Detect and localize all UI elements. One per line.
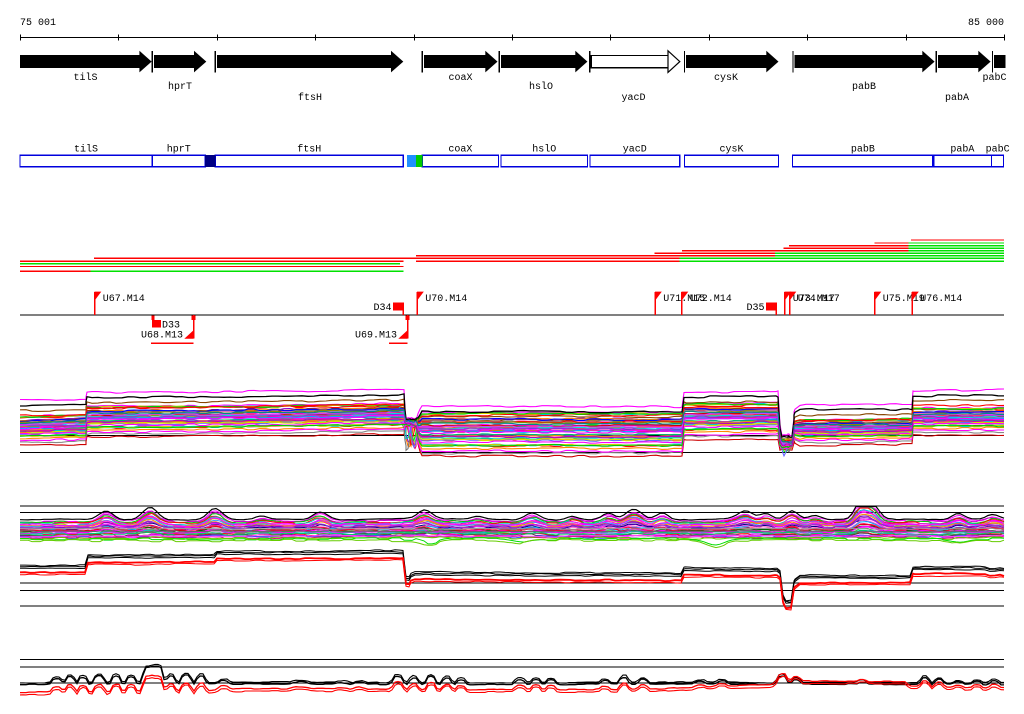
- svg-text:tilS: tilS: [74, 143, 98, 155]
- svg-text:U75.M19: U75.M19: [883, 294, 925, 305]
- svg-text:pabC: pabC: [986, 143, 1010, 155]
- svg-text:U68.M13: U68.M13: [141, 331, 183, 342]
- svg-text:cysK: cysK: [719, 144, 743, 155]
- svg-text:tilS: tilS: [73, 72, 97, 84]
- svg-text:coaX: coaX: [448, 144, 472, 155]
- svg-text:U70.M14: U70.M14: [425, 294, 467, 305]
- svg-text:coaX: coaX: [448, 73, 472, 84]
- svg-text:85 000: 85 000: [968, 18, 1004, 29]
- svg-text:hprT: hprT: [168, 81, 192, 93]
- svg-text:U76.M14: U76.M14: [920, 294, 962, 305]
- svg-text:D34: D34: [373, 303, 391, 314]
- svg-text:U74.M17: U74.M17: [798, 294, 840, 305]
- svg-text:U69.M13: U69.M13: [355, 331, 397, 342]
- svg-text:ftsH: ftsH: [297, 143, 321, 155]
- svg-text:hprT: hprT: [167, 143, 191, 155]
- svg-text:hslO: hslO: [532, 143, 556, 155]
- svg-text:pabA: pabA: [945, 92, 969, 104]
- svg-text:yacD: yacD: [623, 144, 647, 155]
- svg-text:cysK: cysK: [714, 73, 738, 84]
- svg-text:D33: D33: [162, 320, 180, 331]
- svg-text:pabC: pabC: [982, 72, 1006, 84]
- svg-text:pabB: pabB: [851, 143, 875, 155]
- svg-text:U73.M17: U73.M17: [793, 294, 835, 305]
- svg-text:D35: D35: [746, 303, 764, 314]
- svg-text:yacD: yacD: [621, 93, 645, 104]
- svg-text:hslO: hslO: [529, 81, 553, 93]
- svg-text:pabA: pabA: [950, 143, 974, 155]
- svg-text:U71.M15: U71.M15: [663, 294, 705, 305]
- svg-text:pabB: pabB: [852, 81, 876, 93]
- svg-text:ftsH: ftsH: [298, 92, 322, 104]
- svg-text:75 001: 75 001: [20, 18, 56, 29]
- svg-text:U67.M14: U67.M14: [103, 294, 145, 305]
- svg-text:U72.M14: U72.M14: [690, 294, 732, 305]
